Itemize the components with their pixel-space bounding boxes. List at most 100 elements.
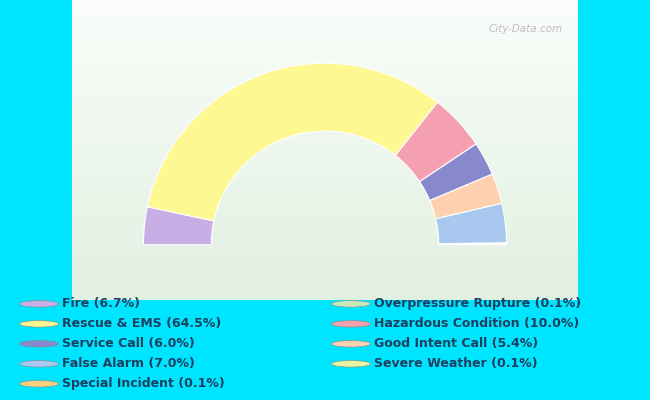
Bar bbox=[72, 297, 578, 300]
Text: Special Incident (0.1%): Special Incident (0.1%) bbox=[62, 377, 224, 390]
Bar bbox=[72, 192, 578, 195]
Bar bbox=[72, 255, 578, 258]
Bar bbox=[72, 18, 578, 21]
Circle shape bbox=[20, 321, 58, 327]
Text: Overpressure Rupture (0.1%): Overpressure Rupture (0.1%) bbox=[374, 297, 581, 310]
Bar bbox=[72, 246, 578, 249]
Bar bbox=[72, 171, 578, 174]
Bar bbox=[72, 240, 578, 243]
Bar bbox=[72, 189, 578, 192]
Bar bbox=[72, 165, 578, 168]
Bar bbox=[72, 225, 578, 228]
Bar bbox=[72, 183, 578, 186]
Bar bbox=[72, 30, 578, 33]
Bar bbox=[72, 123, 578, 126]
Text: Service Call (6.0%): Service Call (6.0%) bbox=[62, 337, 194, 350]
Bar bbox=[72, 24, 578, 27]
Bar bbox=[72, 81, 578, 84]
Wedge shape bbox=[144, 207, 214, 245]
Bar bbox=[72, 39, 578, 42]
Bar bbox=[72, 159, 578, 162]
Bar bbox=[72, 228, 578, 231]
Bar bbox=[72, 33, 578, 36]
Bar bbox=[72, 36, 578, 39]
Bar bbox=[72, 258, 578, 261]
Circle shape bbox=[332, 301, 370, 307]
Bar bbox=[72, 138, 578, 141]
Bar bbox=[72, 114, 578, 117]
Bar bbox=[72, 273, 578, 276]
Bar bbox=[72, 54, 578, 57]
Wedge shape bbox=[439, 244, 506, 245]
Circle shape bbox=[20, 301, 58, 307]
Bar bbox=[72, 60, 578, 63]
Bar bbox=[72, 129, 578, 132]
Bar bbox=[72, 270, 578, 273]
Bar bbox=[72, 186, 578, 189]
Circle shape bbox=[20, 360, 58, 367]
Bar bbox=[72, 69, 578, 72]
Bar bbox=[72, 84, 578, 87]
Bar bbox=[72, 102, 578, 105]
Bar bbox=[72, 66, 578, 69]
Bar bbox=[72, 117, 578, 120]
Wedge shape bbox=[148, 63, 437, 221]
Text: False Alarm (7.0%): False Alarm (7.0%) bbox=[62, 357, 194, 370]
Text: City-Data.com: City-Data.com bbox=[488, 24, 562, 34]
Bar bbox=[72, 219, 578, 222]
Bar bbox=[72, 141, 578, 144]
Bar bbox=[72, 174, 578, 177]
Bar bbox=[72, 45, 578, 48]
Wedge shape bbox=[395, 102, 476, 182]
Bar bbox=[72, 9, 578, 12]
Bar bbox=[72, 105, 578, 108]
Bar bbox=[72, 99, 578, 102]
Bar bbox=[72, 264, 578, 267]
Bar bbox=[72, 96, 578, 99]
Bar bbox=[72, 21, 578, 24]
Bar bbox=[72, 207, 578, 210]
Bar bbox=[72, 195, 578, 198]
Bar bbox=[72, 216, 578, 219]
Bar bbox=[72, 252, 578, 255]
Bar bbox=[72, 147, 578, 150]
Bar bbox=[72, 243, 578, 246]
Wedge shape bbox=[439, 243, 506, 244]
Bar bbox=[72, 201, 578, 204]
Bar bbox=[72, 267, 578, 270]
Text: Good Intent Call (5.4%): Good Intent Call (5.4%) bbox=[374, 337, 538, 350]
Bar bbox=[72, 6, 578, 9]
Bar bbox=[72, 249, 578, 252]
Bar bbox=[72, 108, 578, 111]
Bar bbox=[72, 279, 578, 282]
Circle shape bbox=[20, 380, 58, 387]
Bar bbox=[72, 237, 578, 240]
Bar bbox=[72, 210, 578, 213]
Bar bbox=[72, 135, 578, 138]
Bar bbox=[72, 234, 578, 237]
Bar bbox=[72, 180, 578, 183]
Bar bbox=[72, 144, 578, 147]
Text: Rescue & EMS (64.5%): Rescue & EMS (64.5%) bbox=[62, 317, 221, 330]
Bar bbox=[72, 15, 578, 18]
Wedge shape bbox=[420, 144, 492, 200]
Bar bbox=[72, 150, 578, 153]
Bar bbox=[72, 276, 578, 279]
Bar bbox=[72, 132, 578, 135]
Bar bbox=[72, 111, 578, 114]
Bar bbox=[72, 27, 578, 30]
Bar bbox=[72, 153, 578, 156]
Bar bbox=[72, 120, 578, 123]
Bar bbox=[72, 162, 578, 165]
Bar bbox=[72, 63, 578, 66]
Circle shape bbox=[20, 340, 58, 347]
Bar bbox=[72, 168, 578, 171]
Bar bbox=[72, 288, 578, 291]
Bar bbox=[72, 75, 578, 78]
Bar bbox=[72, 87, 578, 90]
Bar bbox=[72, 156, 578, 159]
Wedge shape bbox=[430, 174, 502, 219]
Wedge shape bbox=[436, 204, 506, 244]
Text: Severe Weather (0.1%): Severe Weather (0.1%) bbox=[374, 357, 538, 370]
Circle shape bbox=[332, 360, 370, 367]
